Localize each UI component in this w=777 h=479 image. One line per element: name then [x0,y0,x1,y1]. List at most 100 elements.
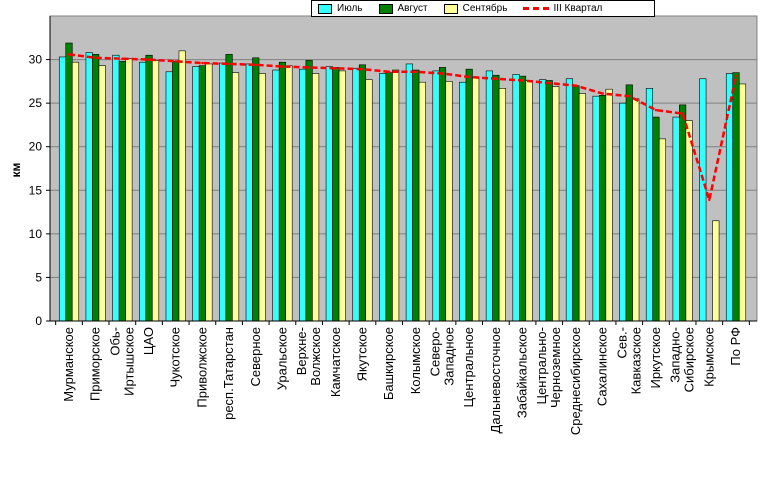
bar [125,58,133,322]
bar [545,80,553,322]
bar [732,72,740,322]
x-tick-label: Колымское [408,327,423,394]
x-tick-label: Сев.- [614,327,629,358]
bar [465,68,473,322]
quarter-point [654,108,658,112]
bar [305,60,313,322]
bar [512,74,520,322]
bar [712,220,720,322]
x-tick-label: Среднесибирское [568,327,583,435]
quarter-point [361,67,364,71]
bar [272,69,280,322]
x-tick-label: Якутское [354,327,369,381]
quarter-point [681,112,684,115]
x-tick-label: Центральное [461,327,476,407]
bar [252,57,260,322]
bar [699,78,707,322]
bar [112,54,120,322]
bar [205,63,213,322]
bar [312,73,320,322]
x-tick-label: респ.Татарстан [221,327,236,420]
bar [352,67,360,322]
legend-line-quarter [523,7,550,10]
bar [438,67,447,322]
bar [418,81,426,322]
legend-item-august: Август [378,3,428,14]
quarter-point [387,70,391,73]
y-tick-label: 20 [29,140,43,154]
bar [525,80,533,322]
bar [405,63,413,322]
y-tick-label: 25 [29,96,43,110]
bar [578,93,586,322]
bar [245,63,253,322]
x-tick-label: Центрально- [534,327,549,405]
bar [632,98,640,322]
x-tick-label: По РФ [728,327,743,366]
x-tick-label: Мурманское [61,327,76,402]
bars [58,42,747,322]
bar [459,81,467,322]
quarter-point [227,62,231,66]
bar [192,66,200,322]
quarter-series-line [68,53,738,205]
x-tick-label: Забайкальское [515,327,530,418]
bar [498,88,506,322]
quarter-line [67,53,738,205]
legend-item-quarter: III Квартал [523,3,602,14]
bar [145,54,153,322]
bar [445,81,453,322]
x-tick-labels: Мурманское Приморское Обь- Иртышское ЦАО Чуко… [61,327,743,435]
bar [379,73,387,322]
bar [658,138,667,322]
y-tick-label: 5 [35,270,42,284]
legend-label-july: Июль [337,3,363,14]
bar [258,73,266,322]
quarter-point [147,58,151,61]
quarter-point [121,57,124,60]
quarter-point [601,92,604,95]
x-tick-label: Западно- [668,327,683,383]
quarter-point [67,53,71,56]
bar [565,78,573,322]
x-tick-label: Сахалинское [595,327,610,406]
x-tick-label: Крымское [701,327,716,387]
bar [679,104,687,322]
bar [619,102,627,322]
legend-label-quarter: III Квартал [553,3,603,14]
bar [178,50,186,322]
x-tick-label: Башкирское [381,327,396,400]
quarter-point [307,66,311,69]
bar [118,61,126,322]
bar [92,54,100,322]
bar [65,42,73,322]
legend-item-july: Июль [318,3,363,14]
x-tick-label: Приморское [88,327,103,401]
legend-swatch-july [318,3,332,14]
quarter-point [441,72,444,75]
bar [519,75,527,322]
legend: Июль Август Сентябрь III Квартал [311,0,655,17]
bar [98,65,106,322]
bar [412,69,420,322]
x-tick-label: Сибирское [682,327,697,392]
bar [332,67,340,322]
axes: 0 5 10 15 20 25 30 [29,16,757,328]
quarter-point [281,65,284,68]
bar [358,64,367,322]
x-tick-label: Приволжское [194,327,209,408]
y-tick-label: 15 [29,183,43,197]
quarter-point [334,67,337,70]
x-tick-label: Иртышское [121,327,136,396]
bar [299,68,307,322]
bar [485,70,493,322]
quarter-point [201,61,204,65]
bar [652,116,660,322]
quarter-point [574,84,578,87]
y-tick-label: 0 [35,314,42,328]
x-tick-label: Чукотское [168,327,183,388]
bar [71,61,80,322]
bar [138,61,147,322]
bar [552,86,560,322]
bar [385,72,393,322]
